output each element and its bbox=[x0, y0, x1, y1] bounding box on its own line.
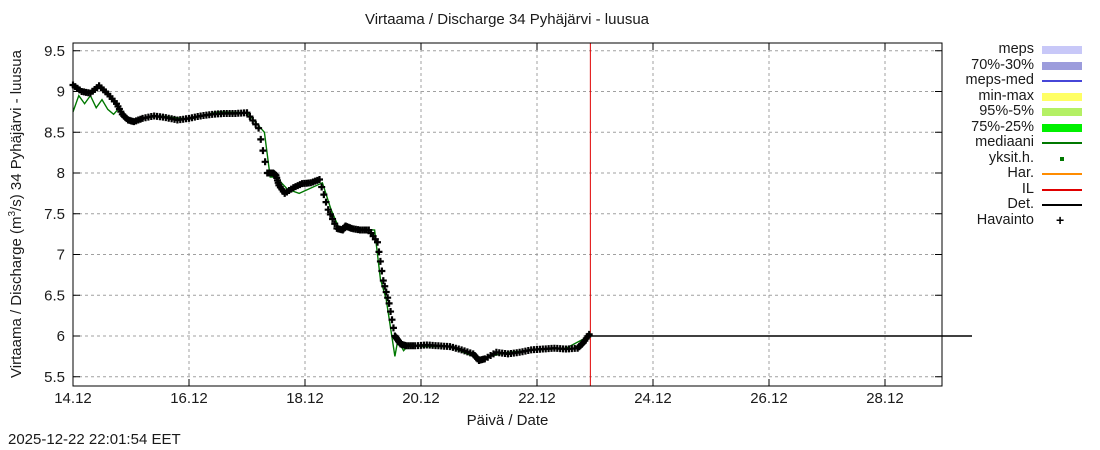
y-tick-label: 6.5 bbox=[44, 287, 65, 304]
legend-label: meps-med bbox=[965, 72, 1035, 88]
y-tick-label: 8.5 bbox=[44, 124, 65, 141]
plot-frame bbox=[72, 42, 943, 387]
x-tick-label: 28.12 bbox=[866, 390, 904, 407]
legend: meps 70%-30% meps-med min-max 95%-5% 75%-25% m… bbox=[946, 41, 1096, 229]
legend-dot-swatch bbox=[1060, 156, 1064, 161]
legend-label: mediaani bbox=[975, 134, 1034, 150]
legend-line-swatch bbox=[1042, 173, 1082, 175]
legend-item: Det. bbox=[946, 196, 1096, 213]
legend-item: 70%-30% bbox=[946, 56, 1096, 74]
legend-item: IL bbox=[946, 180, 1096, 198]
legend-label: 75%-25% bbox=[971, 118, 1034, 135]
legend-band-swatch bbox=[1042, 123, 1082, 132]
y-tick-label: 7.5 bbox=[44, 206, 65, 223]
legend-label: Har. bbox=[1007, 165, 1034, 181]
legend-item: meps-med bbox=[946, 72, 1096, 89]
legend-label: meps bbox=[998, 41, 1034, 57]
legend-item: meps bbox=[946, 41, 1096, 58]
x-tick-label: 14.12 bbox=[54, 390, 92, 407]
y-tick-label: 7 bbox=[57, 247, 65, 264]
legend-label: 70%-30% bbox=[971, 56, 1034, 73]
median-line bbox=[72, 94, 590, 360]
chart-title: Virtaama / Discharge 34 Pyhäjärvi - luus… bbox=[364, 11, 650, 28]
x-tick-label: 16.12 bbox=[170, 390, 208, 407]
legend-line-swatch bbox=[1042, 80, 1082, 82]
legend-item: Har. bbox=[946, 165, 1096, 182]
y-tick-label: 6 bbox=[57, 328, 65, 345]
grid-lines bbox=[73, 43, 942, 386]
legend-label: Det. bbox=[1007, 196, 1034, 212]
x-tick-label: 20.12 bbox=[402, 390, 440, 407]
legend-plus-icon: + bbox=[1056, 211, 1065, 228]
legend-item: min-max bbox=[946, 87, 1096, 105]
axis-ticks: 5.5 6 6.5 7 7.5 8 8.5 9 9.5 14.12 16.12 18.12 20.12 2… bbox=[44, 43, 942, 407]
y-axis-label: Virtaama / Discharge (m3/s) 34 Pyhäjärvi… bbox=[7, 50, 25, 378]
plot-series bbox=[69, 43, 972, 386]
y-tick-label: 9 bbox=[57, 84, 65, 101]
legend-label: yksit.h. bbox=[988, 149, 1034, 166]
x-tick-label: 24.12 bbox=[634, 390, 672, 407]
x-axis-label: Päivä / Date bbox=[466, 412, 549, 429]
y-tick-label: 8 bbox=[57, 165, 65, 182]
legend-item: Havainto + bbox=[946, 211, 1096, 229]
legend-line-swatch bbox=[1042, 188, 1082, 191]
legend-label: 95%-5% bbox=[979, 103, 1034, 119]
legend-label: Havainto bbox=[976, 211, 1034, 228]
legend-line-swatch bbox=[1042, 142, 1082, 144]
x-tick-label: 18.12 bbox=[286, 390, 324, 407]
legend-label: min-max bbox=[978, 87, 1034, 104]
y-tick-label: 5.5 bbox=[44, 369, 65, 386]
x-tick-label: 22.12 bbox=[518, 390, 556, 407]
legend-band-swatch bbox=[1042, 92, 1082, 101]
legend-band-swatch bbox=[1042, 108, 1082, 116]
legend-item: 75%-25% bbox=[946, 118, 1096, 136]
x-tick-label: 26.12 bbox=[750, 390, 788, 407]
legend-band-swatch bbox=[1042, 61, 1082, 70]
observation-markers bbox=[69, 81, 593, 364]
y-tick-label: 9.5 bbox=[44, 43, 65, 60]
timestamp: 2025-12-22 22:01:54 EET bbox=[8, 431, 181, 448]
legend-item: 95%-5% bbox=[946, 103, 1096, 120]
legend-band-swatch bbox=[1042, 46, 1082, 54]
legend-item: mediaani bbox=[946, 134, 1096, 151]
legend-item: yksit.h. bbox=[946, 149, 1096, 167]
legend-line-swatch bbox=[1042, 204, 1082, 206]
legend-label: IL bbox=[1021, 180, 1034, 197]
